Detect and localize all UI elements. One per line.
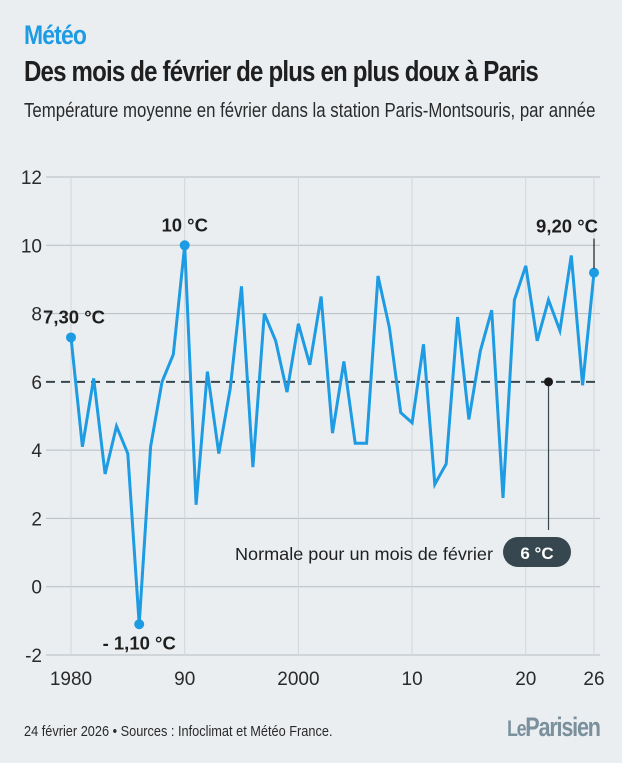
reference-label: Normale pour un mois de février [235,544,493,564]
chart-subtitle: Température moyenne en février dans la s… [24,100,596,122]
x-tick-label: 20 [515,669,536,690]
series-group [69,245,596,625]
reference-badge [503,537,571,567]
y-tick-label: 4 [31,441,42,462]
annotation-marker [134,619,145,630]
y-tick-label: 2 [31,509,42,530]
reference-line-group: Normale pour un mois de février 6 °C [46,377,600,567]
y-tick-label: -2 [25,646,42,667]
y-tick-label: 0 [31,578,42,599]
chart-title: Des mois de février de plus en plus doux… [24,56,539,88]
annotation-marker [179,240,190,251]
x-tick-label: 90 [174,669,195,690]
y-gridlines [46,176,600,656]
y-tick-label: 12 [21,168,42,189]
annotation-label: 10 °C [161,214,207,235]
reference-badge-label: 6 °C [520,544,553,563]
x-tick-label: 2000 [277,669,319,690]
y-tick-label: 8 [31,305,42,326]
x-tick-label: 1980 [50,669,92,690]
annotation-marker [66,332,76,343]
annotation-marker [589,267,599,278]
x-tick-label: 10 [402,669,423,690]
annotations-group: 7,30 °C - 1,10 °C 10 °C 9,20 °C [43,214,599,653]
logo-le: Le [507,716,526,741]
y-axis-labels: 12 10 8 6 4 2 0 -2 [21,168,43,667]
annotation-label: 7,30 °C [43,306,105,327]
logo-parisien: Parisien [525,712,602,742]
le-parisien-logo: LeParisien [507,712,602,743]
kicker: Météo [24,20,87,50]
annotation-label: 9,20 °C [536,216,598,237]
source-note: 24 février 2026 • Sources : Infoclimat e… [24,723,333,740]
y-tick-label: 6 [31,373,42,394]
reference-marker [544,377,554,387]
x-tick-label: 26 [583,669,604,690]
series-line [69,245,596,625]
x-axis-labels: 1980 90 2000 10 20 26 [50,669,605,690]
annotation-label: - 1,10 °C [103,632,176,653]
y-tick-label: 10 [21,236,42,257]
